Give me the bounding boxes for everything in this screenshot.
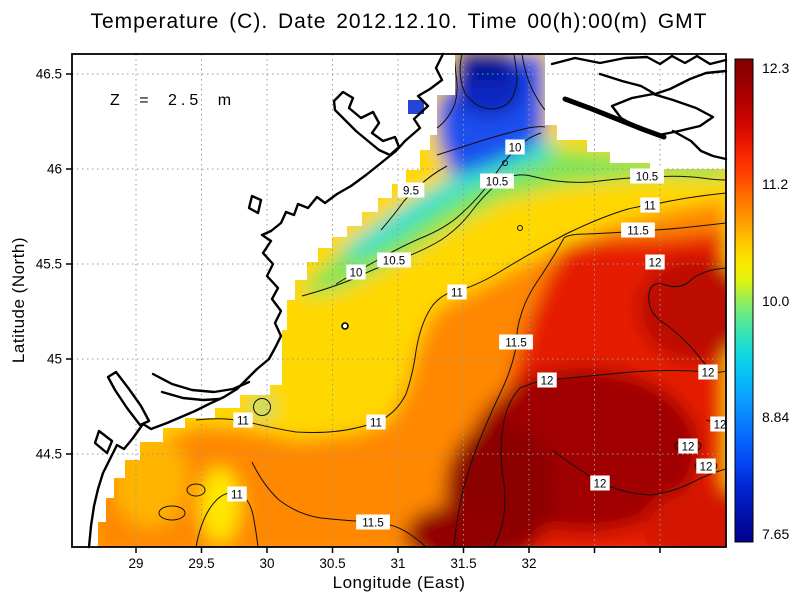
contour-label-box <box>233 412 253 428</box>
contour-label-box <box>696 458 716 474</box>
contour-label-box <box>537 372 557 388</box>
x-tick-label: 29.5 <box>188 556 214 571</box>
contour-label-box <box>505 139 525 155</box>
contour-label-box <box>621 222 655 238</box>
contour-label: 11.5 <box>505 338 527 350</box>
coastline-ne-spit <box>562 96 667 140</box>
x-tick-label: 31.5 <box>450 556 476 571</box>
coastline-ne-4 <box>671 129 728 161</box>
contour-label-box <box>447 284 467 300</box>
contour-label-box <box>356 514 390 530</box>
contour-9-east <box>521 54 546 111</box>
contour-label-box <box>397 182 425 198</box>
contour-label-box <box>366 414 386 430</box>
coastlines <box>87 52 728 549</box>
contour-12-c <box>493 387 521 547</box>
colorbar-tick-label: 12.3 <box>762 60 789 76</box>
contour-8 <box>459 54 518 110</box>
coastline-lagoon-4 <box>93 429 114 455</box>
island <box>341 322 349 330</box>
colorbar-tick-label: 8.84 <box>762 409 789 425</box>
y-tick-label: 45 <box>47 352 62 367</box>
contour-label: 11 <box>231 490 243 502</box>
x-tick-label: 29 <box>128 556 143 571</box>
contour-label: 12 <box>700 462 713 474</box>
contour-label: 11.5 <box>362 518 384 530</box>
y-tick-label: 46.5 <box>36 67 62 82</box>
contour-11 <box>195 192 726 433</box>
x-tick-label: 32 <box>521 556 536 571</box>
y-tick-label: 44.5 <box>36 447 62 462</box>
colorbar-labels: 12.3 11.2 10.0 8.84 7.65 <box>762 60 789 542</box>
contour-12-a <box>648 267 726 373</box>
contour-label-box <box>710 416 730 432</box>
coastline-ne-1 <box>550 54 728 66</box>
contour-12-d <box>551 449 726 496</box>
colorbar: 12.3 11.2 10.0 8.84 7.65 <box>734 58 789 543</box>
contour-label-box <box>499 334 533 350</box>
gridlines <box>72 54 726 547</box>
contour-label-box <box>640 197 660 213</box>
contour-label: 10.5 <box>383 256 405 268</box>
contour-label-box <box>645 254 665 270</box>
contour-label-box <box>630 168 664 184</box>
depth-annotation: Z = 2.5 m <box>110 92 235 109</box>
contour-label: 12 <box>594 479 607 491</box>
contour-9p5-a <box>436 126 546 156</box>
contour-label: 12 <box>682 442 695 454</box>
coastline-lagoon-1 <box>332 90 401 157</box>
contour-label: 12 <box>541 376 554 388</box>
contour-label: 10.5 <box>636 172 658 184</box>
x-tick-label: 30.5 <box>319 556 345 571</box>
figure-title: Temperature (C). Date 2012.12.10. Time 0… <box>90 10 707 33</box>
coastline-spit-1 <box>151 372 251 394</box>
coastline-lagoon-2 <box>247 194 263 215</box>
contour-label-box <box>590 475 610 491</box>
contour-11p5-south <box>251 461 427 547</box>
contour-label-box <box>377 252 411 268</box>
contour-label: 11 <box>237 416 249 428</box>
contour-labels: 9.5 10 10 10.5 10.5 10.5 11 11 11 11 11 11.5 11.5 11.… <box>227 139 730 530</box>
contour-label: 12 <box>702 368 715 380</box>
contour-label-box <box>698 364 718 380</box>
colorbar-gradient <box>734 58 754 543</box>
plot-border <box>71 53 727 548</box>
contour-label: 12 <box>714 420 727 432</box>
contour-label-box <box>480 173 514 189</box>
x-tick-label: 31 <box>390 556 405 571</box>
colorbar-tick-label: 10.0 <box>762 293 789 309</box>
colorbar-tick-label: 11.2 <box>762 176 788 192</box>
y-tick-label: 45.5 <box>36 257 62 272</box>
contour-label: 9.5 <box>403 186 419 198</box>
axis-ticks: 29 29.5 30 30.5 31 31.5 32 46.5 46 45.5 45 44.5 <box>36 67 661 571</box>
contour-9-west <box>436 54 458 129</box>
contour-label: 10 <box>509 143 522 155</box>
coastline-spit-2 <box>160 390 222 402</box>
contour-label: 12 <box>649 258 662 270</box>
x-axis-label: Longitude (East) <box>333 573 466 592</box>
contour-label-box <box>678 438 698 454</box>
contour-label: 10 <box>350 268 363 280</box>
coastline-ne-2 <box>598 69 728 96</box>
y-axis-label: Latitude (North) <box>9 237 28 363</box>
contour-label: 11 <box>451 288 463 300</box>
coastline-lagoon-3 <box>106 370 151 427</box>
contour-label: 11.5 <box>627 226 649 238</box>
contour-label: 10.5 <box>486 177 508 189</box>
colorbar-tick-label: 7.65 <box>762 526 789 542</box>
y-tick-label: 46 <box>47 162 62 177</box>
contour-label: 11 <box>644 201 656 213</box>
contour-label-box <box>227 486 247 502</box>
x-tick-label: 30 <box>259 556 274 571</box>
contour-label: 11 <box>370 418 382 430</box>
detached-data-cell <box>408 100 424 114</box>
contour-label-box <box>346 264 366 280</box>
